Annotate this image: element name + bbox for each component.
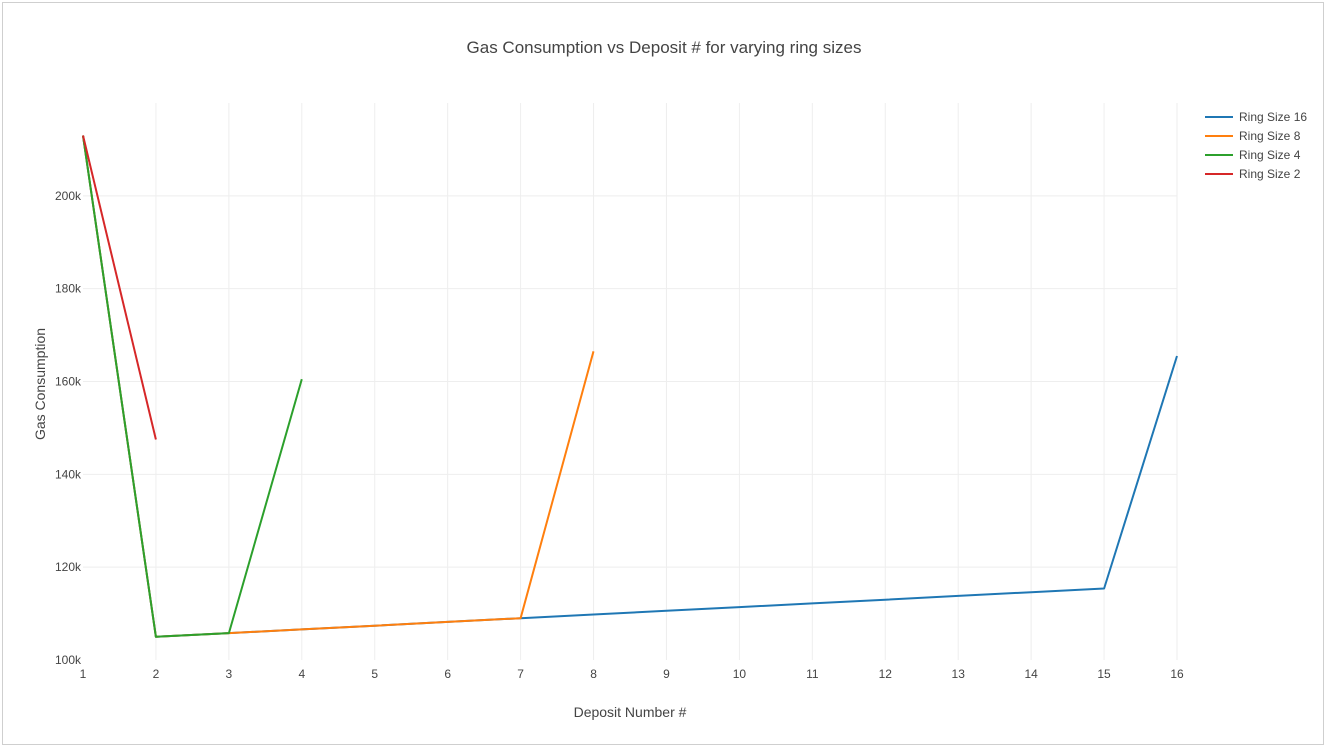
legend-item[interactable]: Ring Size 16 xyxy=(1205,110,1307,124)
x-tick-label: 3 xyxy=(226,667,233,681)
legend-item[interactable]: Ring Size 2 xyxy=(1205,167,1301,181)
x-tick-label: 6 xyxy=(444,667,451,681)
y-axis-title: Gas Consumption xyxy=(32,328,48,440)
x-tick-label: 11 xyxy=(806,667,819,681)
y-tick-label: 140k xyxy=(55,467,82,481)
axis-ticks: 1 2 3 4 5 6 7 8 9 10 11 12 13 14 15 16100k120k140k160k1… xyxy=(55,189,1184,681)
series-line[interactable] xyxy=(82,135,303,638)
x-tick-label: 9 xyxy=(663,667,670,681)
series-line[interactable] xyxy=(82,135,157,440)
legend-label: Ring Size 2 xyxy=(1239,167,1301,181)
y-tick-label: 200k xyxy=(55,189,82,203)
y-tick-label: 120k xyxy=(55,560,82,574)
x-tick-label: 15 xyxy=(1097,667,1111,681)
x-tick-label: 8 xyxy=(590,667,597,681)
x-axis-title: Deposit Number # xyxy=(574,704,687,720)
legend-label: Ring Size 16 xyxy=(1239,110,1307,124)
x-tick-label: 2 xyxy=(153,667,160,681)
x-tick-label: 4 xyxy=(298,667,305,681)
x-tick-label: 7 xyxy=(517,667,524,681)
grid xyxy=(83,103,1178,660)
y-tick-label: 160k xyxy=(55,375,82,389)
x-tick-label: 13 xyxy=(952,667,966,681)
y-tick-label: 180k xyxy=(55,282,82,296)
legend-item[interactable]: Ring Size 8 xyxy=(1205,129,1301,143)
series-line[interactable] xyxy=(82,135,595,638)
legend-label: Ring Size 4 xyxy=(1239,148,1301,162)
x-tick-label: 14 xyxy=(1024,667,1038,681)
legend-label: Ring Size 8 xyxy=(1239,129,1301,143)
x-tick-label: 12 xyxy=(879,667,893,681)
legend[interactable]: Ring Size 16 Ring Size 8 Ring Size 4 Ring S… xyxy=(1205,110,1307,181)
x-tick-label: 16 xyxy=(1170,667,1184,681)
chart-title: Gas Consumption vs Deposit # for varying… xyxy=(467,38,862,57)
legend-item[interactable]: Ring Size 4 xyxy=(1205,148,1301,162)
series-line[interactable] xyxy=(82,135,1178,638)
y-tick-label: 100k xyxy=(55,653,82,667)
series-lines xyxy=(82,135,1178,638)
x-tick-label: 1 xyxy=(80,667,87,681)
x-tick-label: 5 xyxy=(371,667,378,681)
x-tick-label: 10 xyxy=(733,667,747,681)
